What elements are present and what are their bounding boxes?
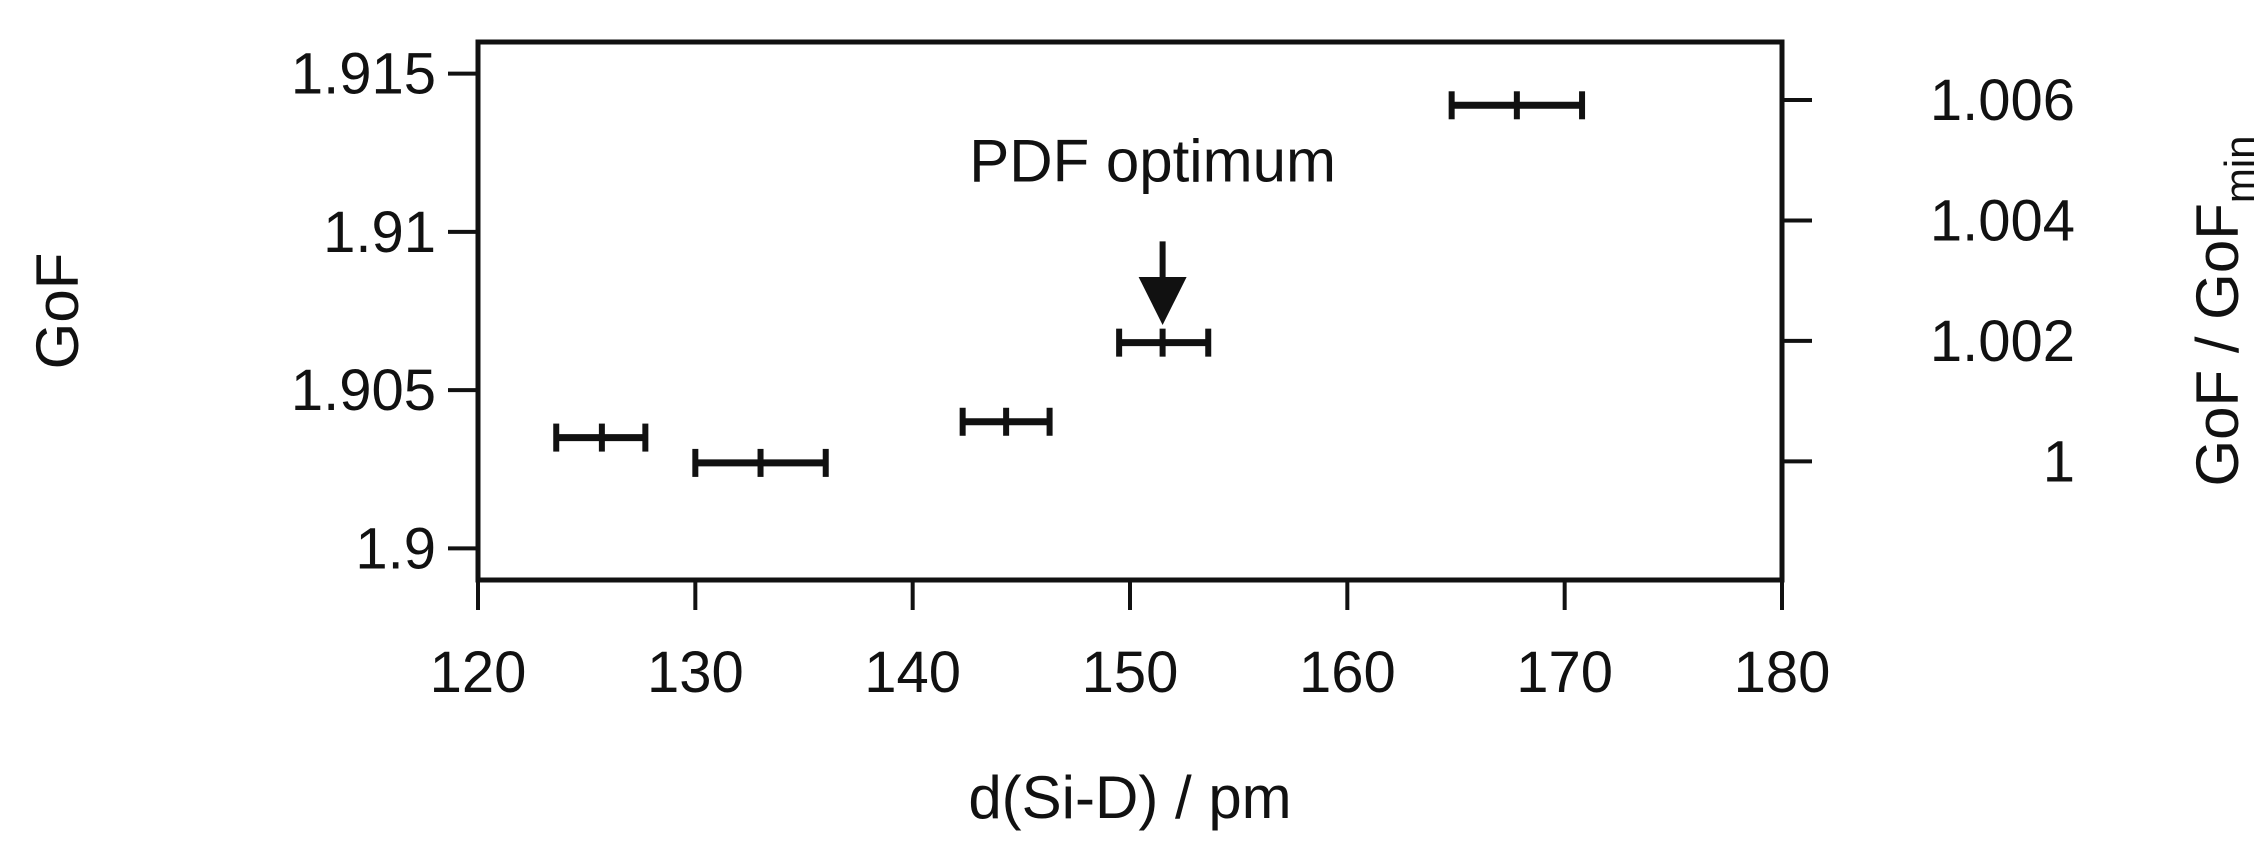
y-axis-left: 1.9 1.905 1.91 1.915 — [291, 42, 478, 581]
y-tick-label: 1.915 — [291, 42, 436, 107]
y-right-tick-label: 1 — [2043, 429, 2075, 494]
x-tick-label: 120 — [430, 640, 527, 705]
y-tick-label: 1.9 — [355, 516, 436, 581]
x-tick-label: 140 — [864, 640, 961, 705]
y-right-tick-label: 1.002 — [1930, 309, 2075, 374]
y-right-tick-label: 1.004 — [1930, 188, 2075, 253]
y-axis-right-label-main: GoF / GoF — [2184, 203, 2251, 486]
y-tick-label: 1.905 — [291, 358, 436, 423]
data-point — [1448, 91, 1586, 120]
y-axis-right-label: GoF / GoFmin — [2184, 135, 2263, 486]
plot-frame — [475, 39, 1785, 583]
data-point — [959, 407, 1053, 436]
data-point — [553, 423, 649, 452]
y-axis-right: 1 1.002 1.004 1.006 — [1782, 68, 2075, 494]
annotations: PDF optimum — [969, 127, 1336, 325]
x-tick-label: 180 — [1734, 640, 1831, 705]
x-tick-label: 130 — [647, 640, 744, 705]
data-point — [692, 448, 829, 477]
x-tick-label: 150 — [1082, 640, 1179, 705]
data-points — [553, 91, 1586, 477]
x-tick-label: 160 — [1299, 640, 1396, 705]
y-tick-label: 1.91 — [323, 200, 436, 265]
y-right-tick-label: 1.006 — [1930, 68, 2075, 133]
annotation-label: PDF optimum — [969, 127, 1336, 194]
data-point — [1116, 328, 1212, 357]
y-axis-right-label-sub: min — [2216, 135, 2263, 203]
x-tick-label: 170 — [1516, 640, 1613, 705]
x-axis-label: d(Si-D) / pm — [968, 764, 1291, 831]
y-axis-label: GoF — [24, 253, 91, 370]
x-axis: 120 130 140 150 160 170 180 — [430, 580, 1831, 705]
